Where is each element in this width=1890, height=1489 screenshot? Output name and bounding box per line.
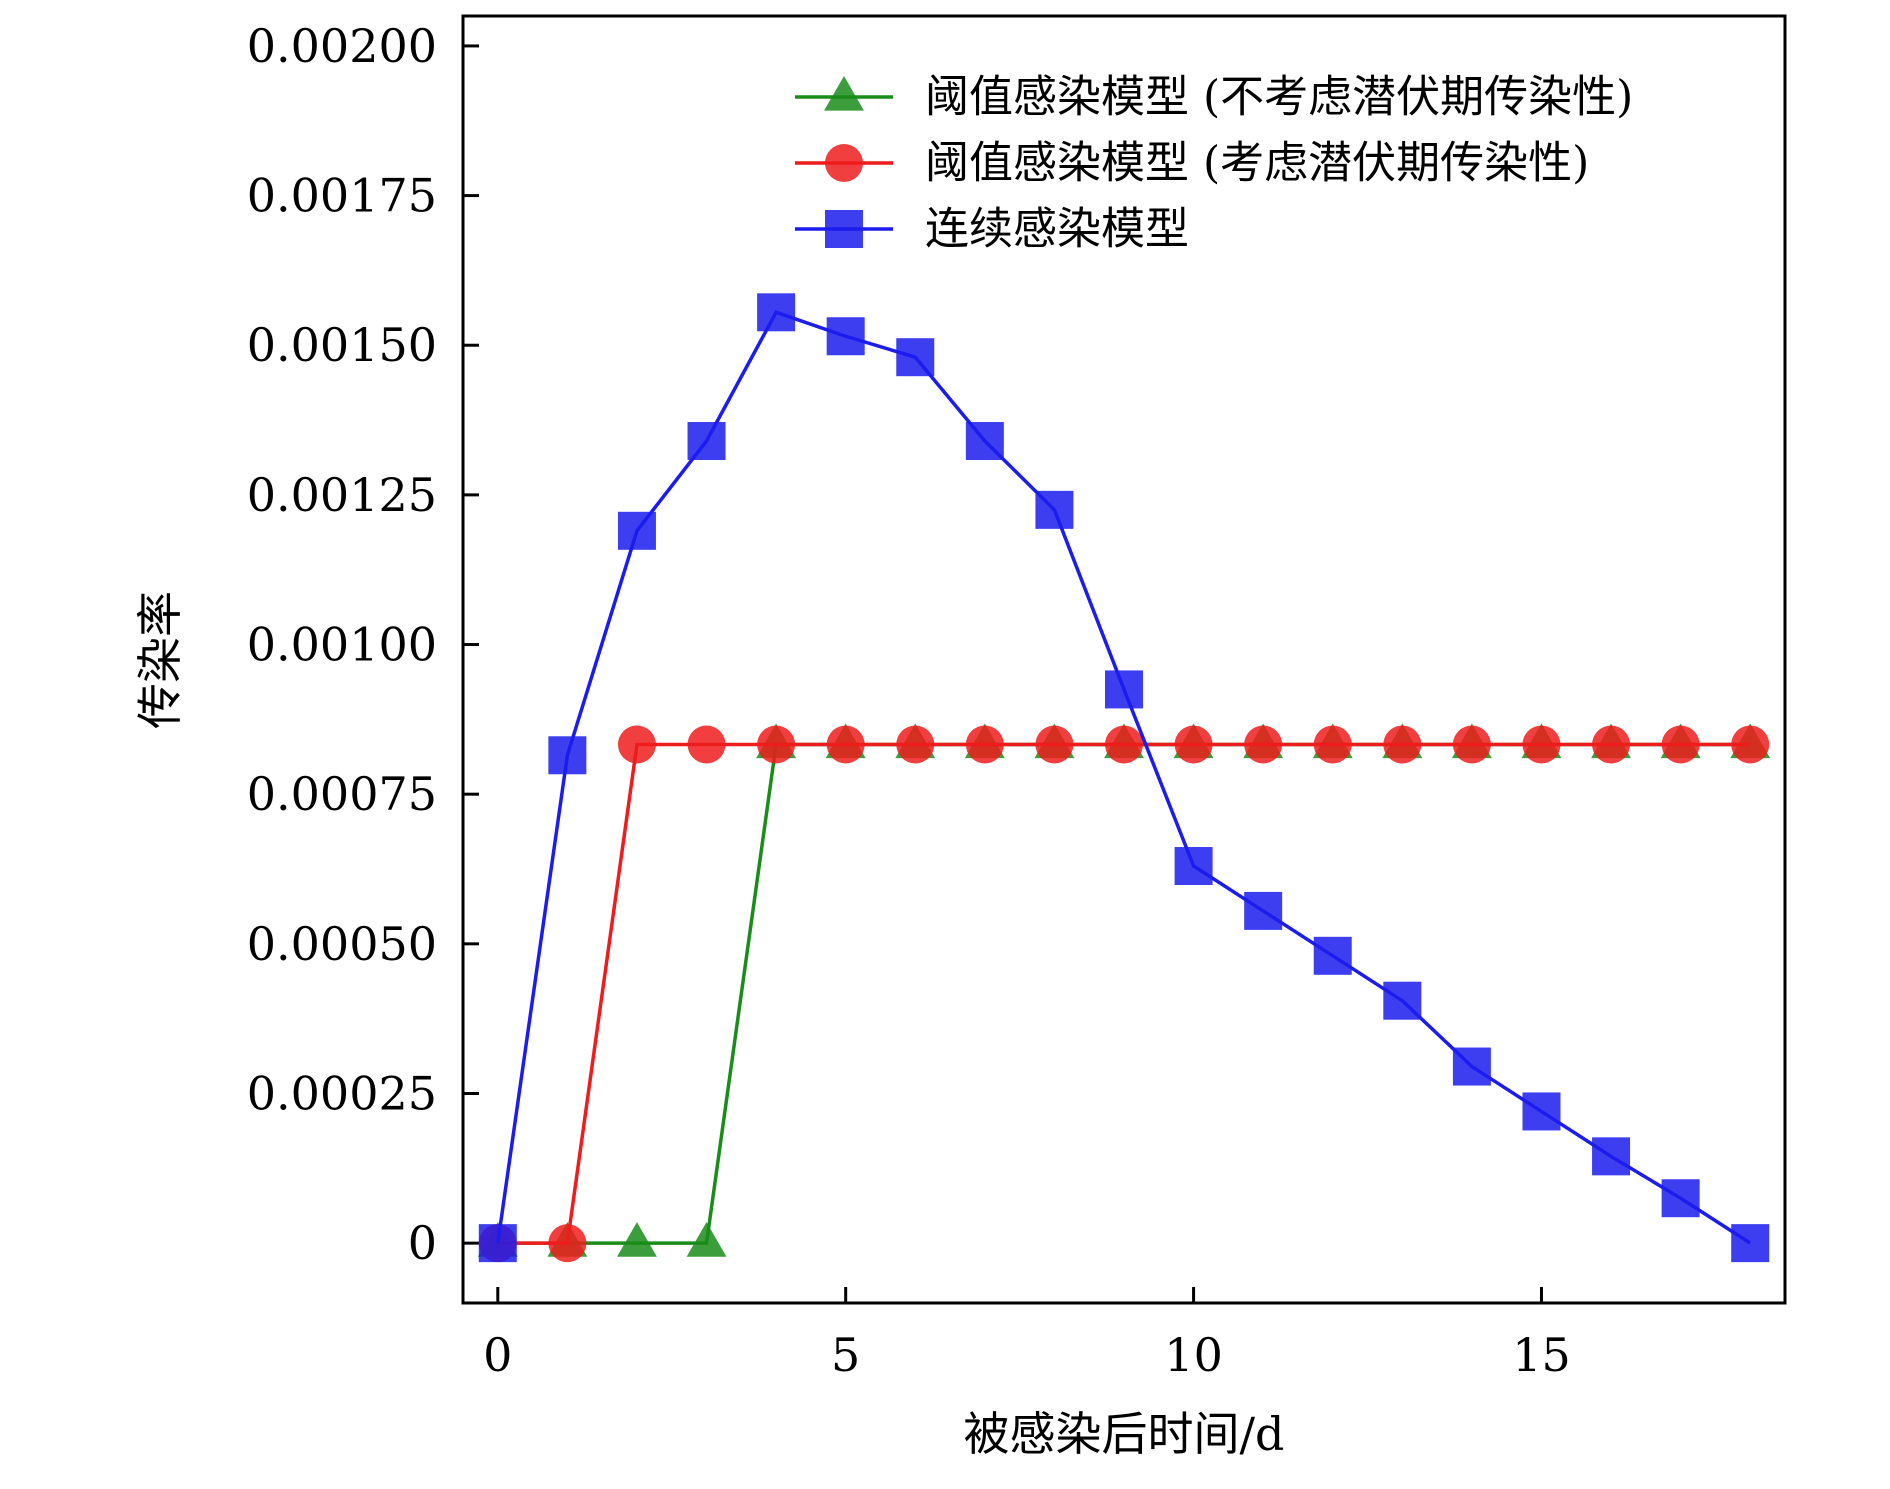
data-point [1313, 936, 1352, 975]
data-point [1592, 725, 1631, 764]
y-tick-label: 0.00125 [247, 468, 437, 522]
series-line [496, 310, 1752, 1245]
data-point [687, 725, 726, 764]
data-point [965, 725, 1004, 764]
series-square [478, 293, 1770, 1263]
data-point [826, 317, 865, 356]
legend-label: 阈值感染模型 (考虑潜伏期传染性) [925, 138, 1589, 189]
data-point [1105, 725, 1143, 764]
x-tick-label: 5 [831, 1328, 860, 1382]
data-point [1244, 891, 1283, 930]
data-point [1383, 981, 1422, 1020]
legend-entry: 阈值感染模型 (考虑潜伏期传染性) [795, 138, 1589, 189]
legend-label: 连续感染模型 [925, 204, 1189, 255]
y-tick-label: 0.00175 [247, 169, 437, 223]
y-tick-label: 0.00050 [247, 917, 437, 971]
data-point [617, 725, 656, 764]
legend: 阈值感染模型 (不考虑潜伏期传染性) 阈值感染模型 (考虑潜伏期传染性) 连续感染模… [795, 72, 1633, 255]
y-tick-label: 0.00025 [247, 1066, 437, 1120]
data-point [1731, 725, 1770, 764]
series-line [497, 742, 1751, 1245]
data-point [757, 293, 796, 332]
y-tick-label: 0.00200 [247, 19, 437, 73]
data-point [826, 725, 865, 764]
data-point [1731, 1224, 1770, 1263]
series-layer [477, 293, 1771, 1263]
y-tick-label: 0.00100 [247, 618, 437, 672]
data-point [896, 338, 935, 377]
x-tick-label: 15 [1512, 1328, 1571, 1382]
series-circle [478, 725, 1770, 1263]
y-axis-ticks: 0 0.00025 0.00050 0.00075 0.00100 0.00125 0.00… [247, 19, 479, 1270]
data-point [1313, 725, 1352, 764]
y-tick-label: 0 [408, 1216, 437, 1270]
data-point [1105, 670, 1143, 709]
legend-entry: 阈值感染模型 (不考虑潜伏期传染性) [795, 72, 1633, 123]
legend-marker [825, 210, 863, 248]
data-point [1383, 725, 1422, 764]
data-point [617, 511, 656, 550]
x-axis-ticks: 0 5 10 15 [483, 1287, 1571, 1382]
data-point [548, 1224, 587, 1263]
y-tick-label: 0.00150 [247, 318, 437, 372]
data-point [687, 422, 726, 461]
legend-marker [824, 76, 864, 111]
data-point [1035, 725, 1074, 764]
y-axis-label: 传染率 [133, 591, 187, 729]
data-point [757, 725, 796, 764]
data-point [896, 725, 935, 764]
data-point [1452, 725, 1491, 764]
x-tick-label: 10 [1164, 1328, 1223, 1382]
series-line [497, 742, 1751, 1245]
data-point [1661, 725, 1700, 764]
plot-frame [461, 14, 1787, 1305]
data-point [686, 1222, 727, 1257]
x-tick-label: 0 [483, 1328, 512, 1382]
data-point [1174, 725, 1213, 764]
legend-entry: 连续感染模型 [795, 204, 1189, 255]
data-point [1452, 1047, 1491, 1086]
data-point [478, 1224, 517, 1263]
data-point [965, 422, 1004, 461]
data-point [1035, 490, 1074, 529]
legend-marker [825, 144, 863, 182]
x-axis-label: 被感染后时间/d [964, 1407, 1285, 1461]
data-point [1661, 1179, 1700, 1218]
data-point [616, 1222, 657, 1257]
series-triangle [477, 723, 1771, 1257]
data-point [1174, 847, 1213, 886]
data-point [1592, 1137, 1631, 1176]
data-point [1522, 1092, 1561, 1131]
data-point [1244, 725, 1283, 764]
data-point [548, 736, 587, 775]
data-point [1522, 725, 1561, 764]
legend-label: 阈值感染模型 (不考虑潜伏期传染性) [925, 72, 1633, 123]
y-tick-label: 0.00075 [247, 767, 437, 821]
